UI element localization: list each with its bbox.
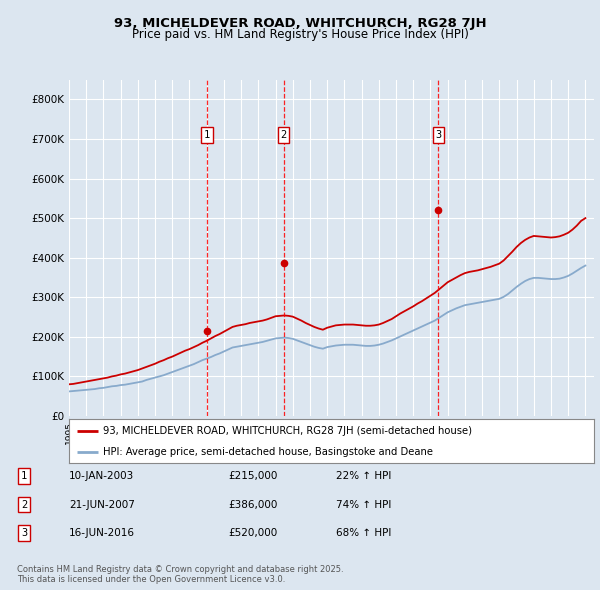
Text: 16-JUN-2016: 16-JUN-2016 xyxy=(69,528,135,538)
Text: 2: 2 xyxy=(21,500,27,510)
Text: Contains HM Land Registry data © Crown copyright and database right 2025.
This d: Contains HM Land Registry data © Crown c… xyxy=(17,565,343,584)
Text: £386,000: £386,000 xyxy=(228,500,277,510)
Text: HPI: Average price, semi-detached house, Basingstoke and Deane: HPI: Average price, semi-detached house,… xyxy=(103,447,433,457)
Text: Price paid vs. HM Land Registry's House Price Index (HPI): Price paid vs. HM Land Registry's House … xyxy=(131,28,469,41)
Text: 68% ↑ HPI: 68% ↑ HPI xyxy=(336,528,391,538)
Text: 2: 2 xyxy=(281,130,287,140)
Text: 10-JAN-2003: 10-JAN-2003 xyxy=(69,471,134,481)
Text: 1: 1 xyxy=(204,130,211,140)
Text: 93, MICHELDEVER ROAD, WHITCHURCH, RG28 7JH: 93, MICHELDEVER ROAD, WHITCHURCH, RG28 7… xyxy=(113,17,487,30)
Text: £520,000: £520,000 xyxy=(228,528,277,538)
Text: 3: 3 xyxy=(435,130,442,140)
Text: 93, MICHELDEVER ROAD, WHITCHURCH, RG28 7JH (semi-detached house): 93, MICHELDEVER ROAD, WHITCHURCH, RG28 7… xyxy=(103,427,472,436)
Text: 1: 1 xyxy=(21,471,27,481)
Text: 3: 3 xyxy=(21,528,27,538)
Text: 21-JUN-2007: 21-JUN-2007 xyxy=(69,500,135,510)
Text: 22% ↑ HPI: 22% ↑ HPI xyxy=(336,471,391,481)
Text: £215,000: £215,000 xyxy=(228,471,277,481)
Text: 74% ↑ HPI: 74% ↑ HPI xyxy=(336,500,391,510)
